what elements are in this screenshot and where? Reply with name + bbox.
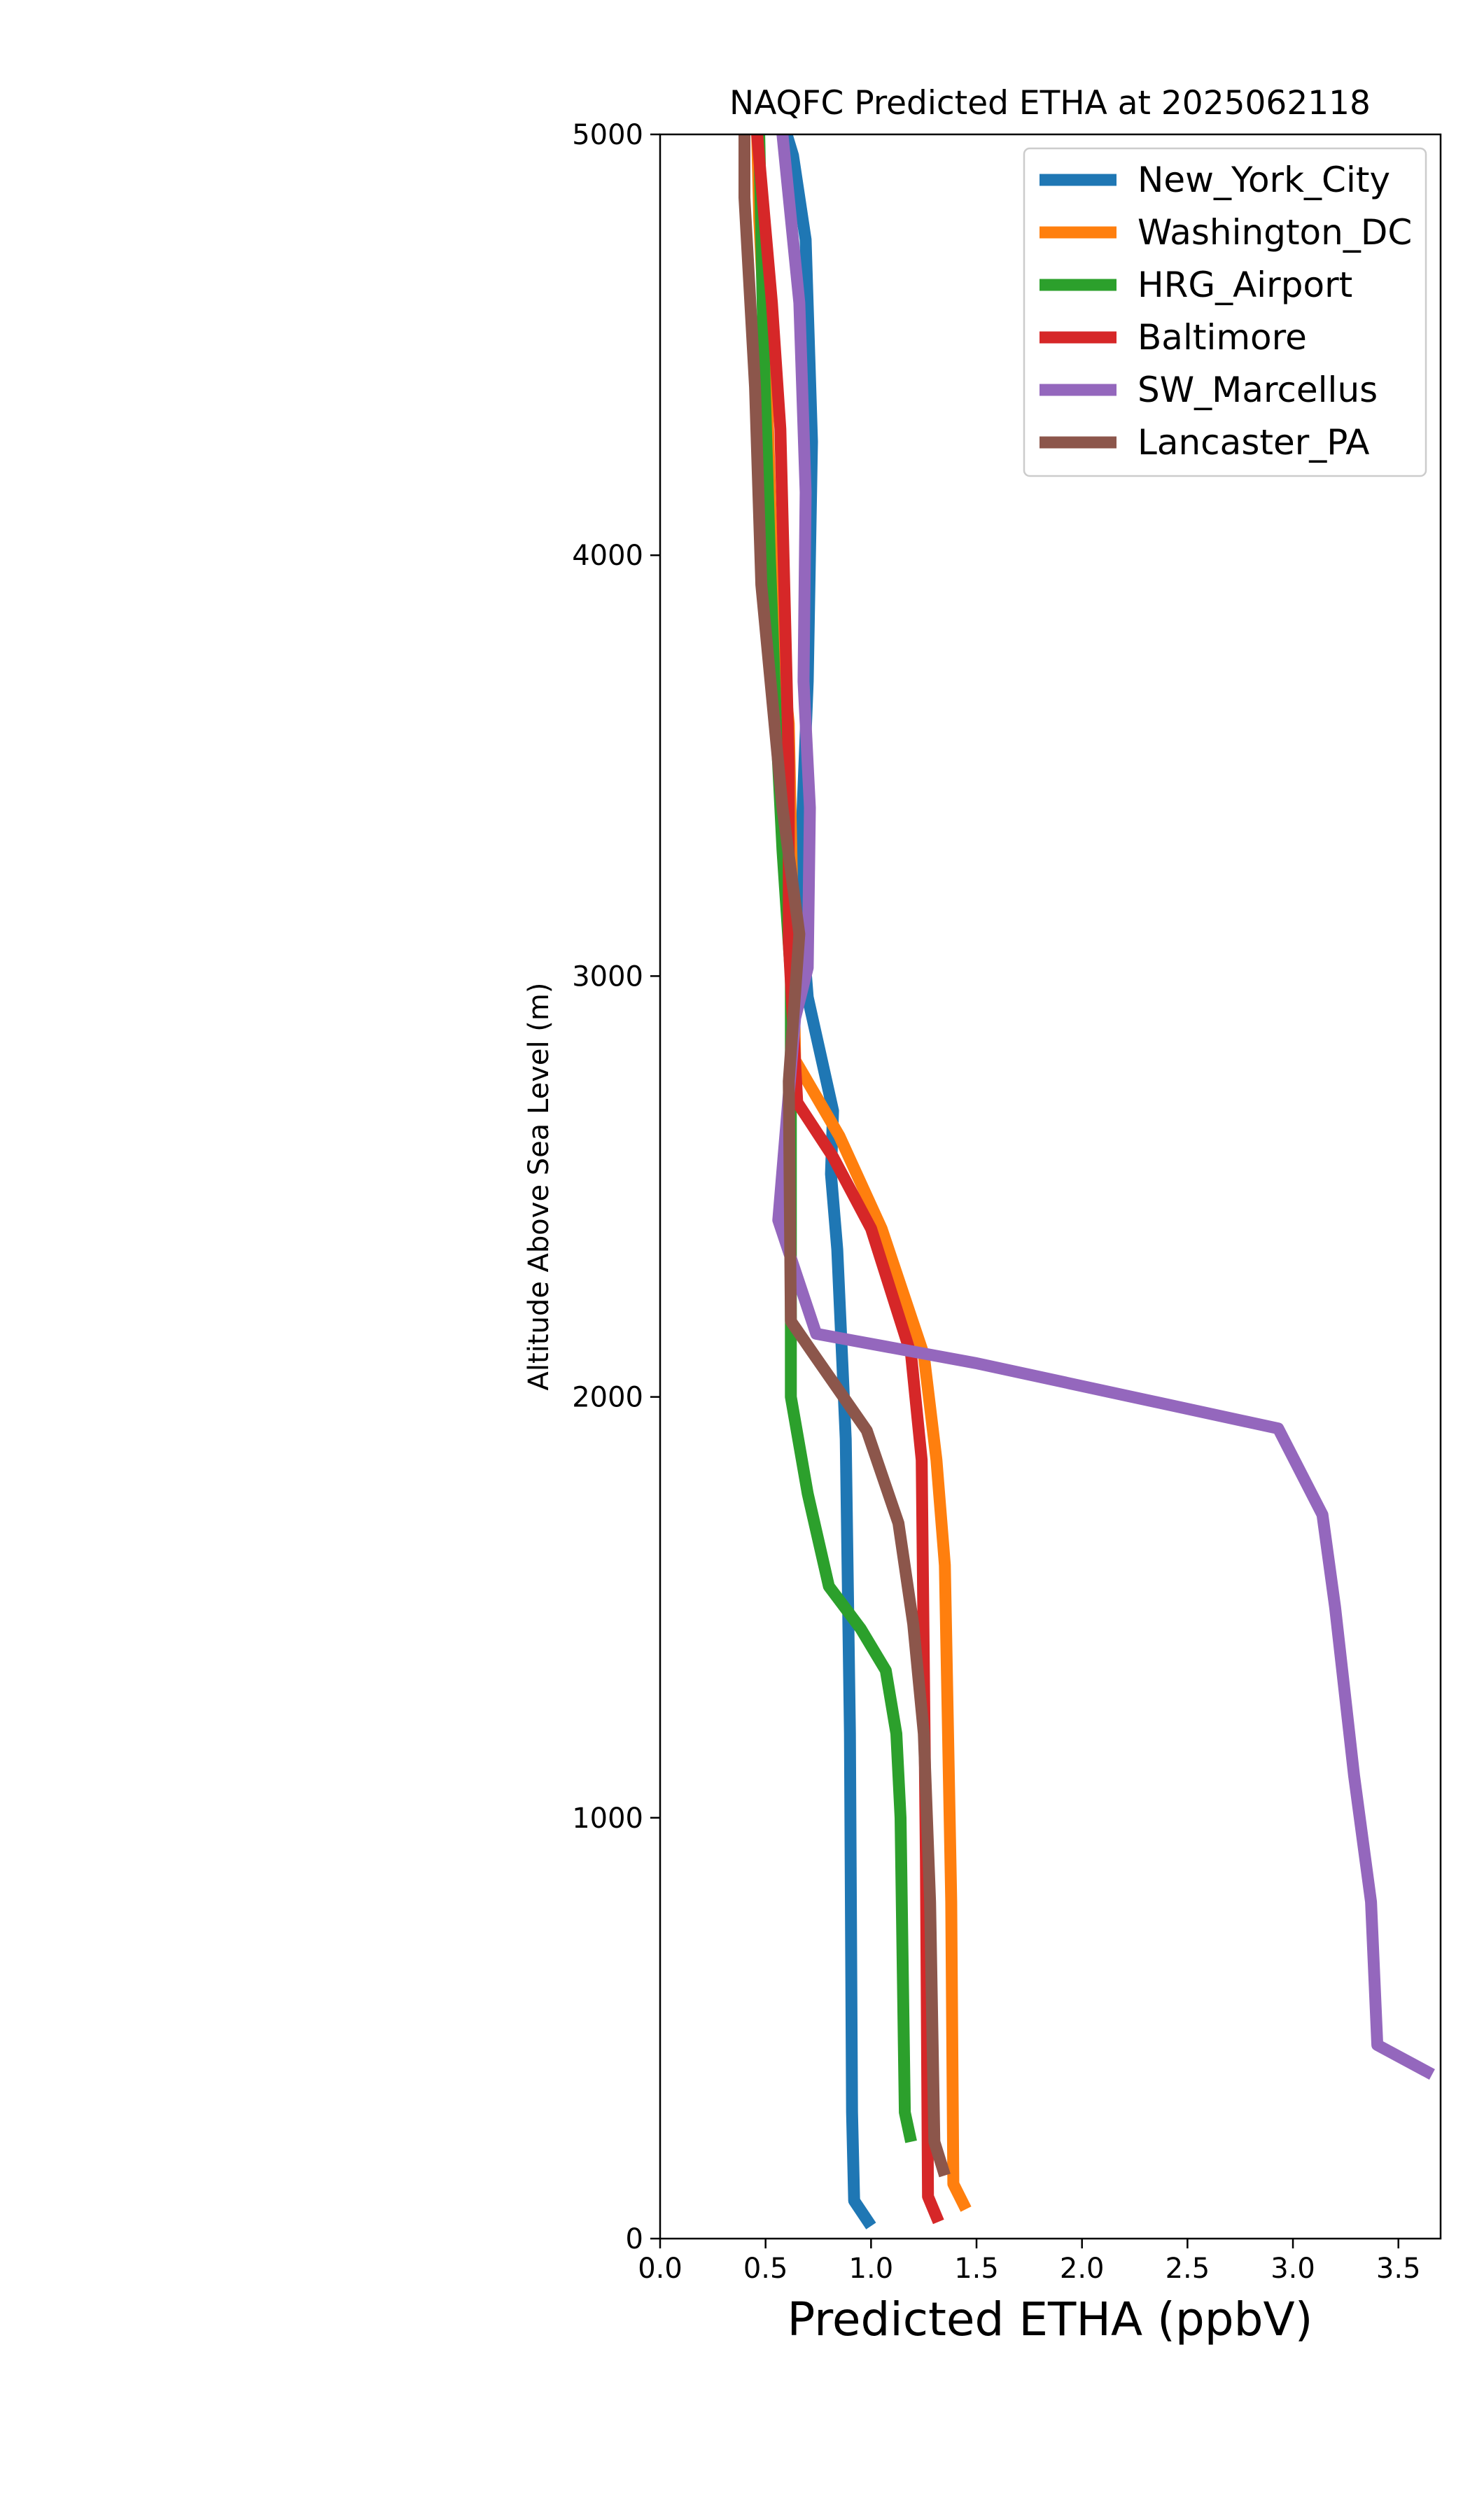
legend-label: Baltimore [1138, 317, 1307, 358]
series-line-5 [738, 134, 951, 2178]
legend-label: SW_Marcellus [1138, 370, 1378, 410]
series-line-4 [772, 134, 1435, 2080]
legend-label: HRG_Airport [1138, 265, 1352, 305]
series-lines [738, 134, 1435, 2230]
series-line-0 [780, 134, 876, 2230]
x-tick-label: 0.5 [743, 2253, 788, 2285]
series-line-2 [753, 134, 917, 2143]
legend-label: Washington_DC [1138, 212, 1412, 253]
legend: New_York_City Washington_DC HRG_Airport Bal… [1023, 147, 1427, 477]
x-axis-label: Predicted ETHA (ppbV) [788, 2292, 1313, 2346]
x-tick-label: 0.0 [638, 2253, 682, 2285]
legend-label: Lancaster_PA [1138, 422, 1369, 463]
legend-label: New_York_City [1138, 160, 1390, 200]
y-axis-label: Altitude Above Sea Level (m) [523, 983, 555, 1391]
chart-title: NAQFC Predicted ETHA at 2025062118 [729, 84, 1371, 122]
x-tick-label: 2.5 [1166, 2253, 1210, 2285]
y-tick-label: 5000 [572, 119, 643, 151]
y-tick-label: 4000 [572, 540, 643, 572]
x-tick-label: 1.0 [849, 2253, 894, 2285]
plot-frame [659, 133, 1442, 2240]
x-tick-label: 3.5 [1376, 2253, 1421, 2285]
x-tick-label: 2.0 [1060, 2253, 1105, 2285]
x-tick-label: 1.5 [954, 2253, 999, 2285]
legend-box [1023, 147, 1427, 477]
y-tick-label: 3000 [572, 960, 643, 993]
x-tick-label: 3.0 [1270, 2253, 1315, 2285]
x-axis-ticks: 0.0 0.5 1.0 1.5 2.0 2.5 3.0 3.5 [638, 2239, 1421, 2285]
y-axis-ticks: 0 1000 2000 3000 4000 5000 [572, 119, 660, 2255]
y-tick-label: 2000 [572, 1382, 643, 1414]
y-tick-label: 1000 [572, 1802, 643, 1835]
y-tick-label: 0 [626, 2223, 643, 2255]
